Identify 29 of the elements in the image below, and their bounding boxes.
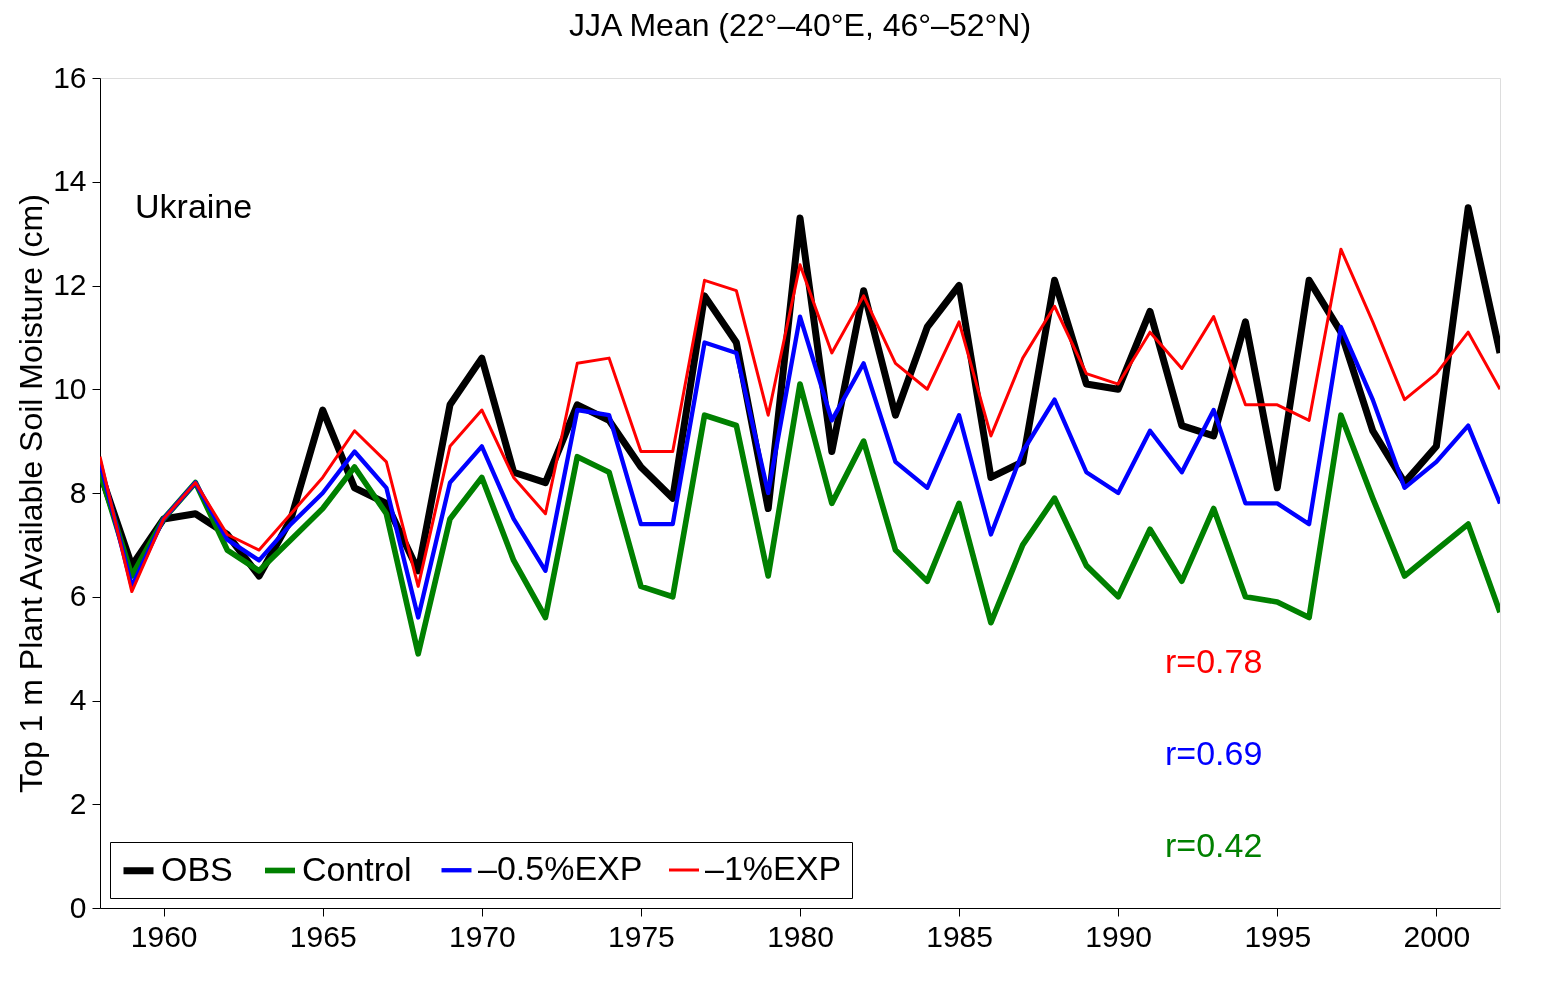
x-tick-label: 2000 [1403, 919, 1471, 953]
y-tick-label: 0 [69, 890, 87, 924]
y-tick-label: 8 [69, 475, 87, 509]
x-tick-label: 1995 [1244, 919, 1312, 953]
y-tick-label: 14 [53, 164, 87, 198]
y-tick-label: 6 [69, 579, 87, 613]
x-tick-label: 1990 [1085, 919, 1153, 953]
y-axis-title: Top 1 m Plant Available Soil Moisture (cm) [13, 194, 50, 793]
annotation: r=0.42 [1165, 826, 1263, 864]
x-tick-label: 1960 [130, 919, 198, 953]
annotation: r=0.78 [1165, 642, 1263, 680]
legend-label: OBS [161, 849, 233, 888]
x-tick-label: 1985 [926, 919, 993, 953]
y-tick-label: 2 [69, 786, 87, 820]
x-tick-label: 1980 [767, 919, 834, 953]
legend-label: Control [302, 849, 412, 888]
y-tick-label: 10 [53, 371, 87, 405]
annotation: Ukraine [135, 187, 253, 225]
annotation: r=0.69 [1165, 734, 1263, 772]
y-tick-label: 12 [53, 268, 87, 301]
legend-label: –1%EXP [705, 849, 842, 887]
line-series [100, 314, 1500, 620]
y-tick-label: 4 [69, 683, 87, 716]
x-tick-label: 1975 [608, 919, 675, 953]
x-tick-label: 1970 [448, 919, 516, 953]
legend-label: –0.5%EXP [478, 849, 643, 888]
x-tick-label: 1965 [289, 919, 357, 953]
y-tick-label: 16 [53, 60, 87, 94]
chart-title: JJA Mean (22°–40°E, 46°–52°N) [568, 7, 1032, 43]
